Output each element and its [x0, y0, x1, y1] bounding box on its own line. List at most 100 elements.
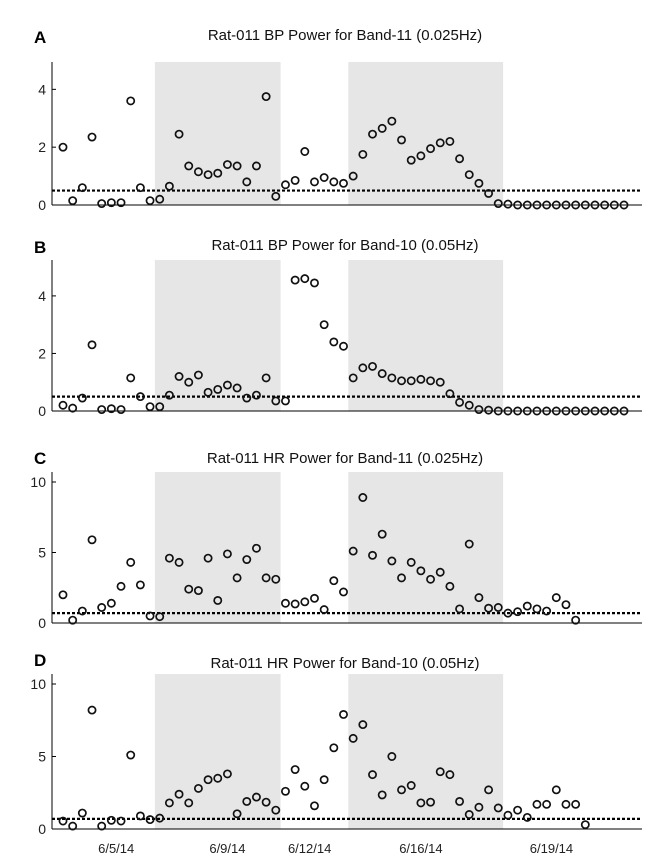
data-point	[135, 183, 145, 193]
shaded-region	[348, 674, 504, 829]
y-tick-label: 5	[38, 545, 46, 561]
data-point	[513, 805, 523, 815]
data-point	[580, 820, 590, 830]
data-point	[368, 129, 377, 139]
data-point	[135, 392, 145, 402]
data-point	[319, 320, 329, 330]
data-point	[426, 797, 436, 807]
data-point	[251, 792, 261, 802]
data-point	[339, 587, 348, 597]
data-point	[561, 799, 571, 809]
data-point	[348, 733, 358, 743]
y-tick-label: 0	[38, 615, 46, 631]
data-point	[397, 785, 406, 795]
data-point	[281, 598, 290, 608]
data-point	[561, 406, 571, 416]
data-point	[281, 786, 290, 796]
data-point	[271, 574, 281, 584]
shaded-region	[154, 62, 281, 205]
data-point	[300, 147, 310, 156]
data-point	[232, 161, 242, 171]
y-tick-label: 4	[38, 81, 46, 97]
data-point	[590, 200, 600, 210]
data-point	[464, 400, 474, 410]
data-point	[319, 775, 329, 785]
data-point	[164, 553, 174, 563]
data-point	[310, 801, 319, 811]
data-point	[97, 821, 107, 831]
data-point	[145, 196, 155, 206]
data-point	[97, 199, 107, 209]
data-point	[116, 816, 126, 826]
data-point	[184, 584, 194, 594]
data-point	[68, 403, 78, 413]
data-point	[445, 581, 455, 591]
data-point	[281, 396, 290, 406]
data-point	[222, 380, 232, 390]
data-point	[164, 181, 174, 191]
data-point	[281, 180, 290, 190]
data-point	[513, 406, 523, 416]
data-point	[310, 278, 319, 288]
data-point	[271, 805, 281, 815]
data-point	[600, 406, 610, 416]
data-point	[126, 557, 136, 567]
y-tick-label: 0	[38, 403, 46, 419]
data-point	[503, 406, 513, 416]
y-tick-label: 2	[38, 139, 46, 155]
data-point	[377, 123, 387, 133]
data-point	[174, 372, 184, 381]
data-point	[310, 593, 319, 603]
data-point	[387, 752, 397, 761]
data-point	[106, 598, 116, 608]
data-point	[213, 773, 223, 783]
data-point	[242, 177, 252, 187]
panel-a-label: A	[34, 28, 46, 47]
data-point	[58, 590, 68, 600]
data-point	[571, 200, 581, 210]
data-point	[242, 555, 252, 565]
data-point	[484, 785, 494, 795]
data-point	[242, 393, 252, 403]
data-point	[522, 812, 532, 822]
data-point	[426, 376, 436, 386]
data-point	[77, 393, 87, 403]
data-point	[368, 361, 377, 371]
shaded-region	[154, 472, 281, 623]
data-point	[193, 586, 203, 596]
data-point	[184, 161, 194, 171]
data-point	[106, 404, 116, 414]
data-point	[319, 605, 329, 615]
data-point	[397, 573, 406, 583]
shaded-region	[154, 674, 281, 829]
data-point	[493, 603, 503, 612]
data-point	[116, 405, 126, 415]
panel-b-title: Rat-011 BP Power for Band-10 (0.05Hz)	[211, 237, 478, 254]
data-point	[397, 135, 406, 145]
x-tick-label: 6/5/14	[98, 841, 134, 856]
data-point	[493, 406, 503, 416]
data-point	[222, 549, 232, 559]
data-point	[445, 136, 455, 146]
data-point	[571, 406, 581, 416]
y-tick-label: 0	[38, 197, 46, 213]
data-point	[213, 595, 223, 605]
data-point	[377, 369, 387, 379]
data-point	[532, 604, 542, 614]
data-point	[387, 116, 397, 126]
data-point	[135, 811, 145, 821]
data-point	[77, 183, 87, 193]
data-point	[571, 615, 581, 625]
data-point	[290, 275, 300, 285]
data-point	[532, 799, 542, 809]
data-point	[145, 402, 155, 412]
data-point	[174, 557, 184, 567]
data-point	[329, 177, 339, 187]
data-point	[126, 96, 136, 106]
data-point	[310, 177, 319, 187]
data-point	[503, 810, 513, 820]
data-point	[290, 599, 300, 609]
panel-b-label: B	[34, 238, 46, 257]
data-point	[261, 92, 271, 102]
data-point	[232, 383, 242, 393]
